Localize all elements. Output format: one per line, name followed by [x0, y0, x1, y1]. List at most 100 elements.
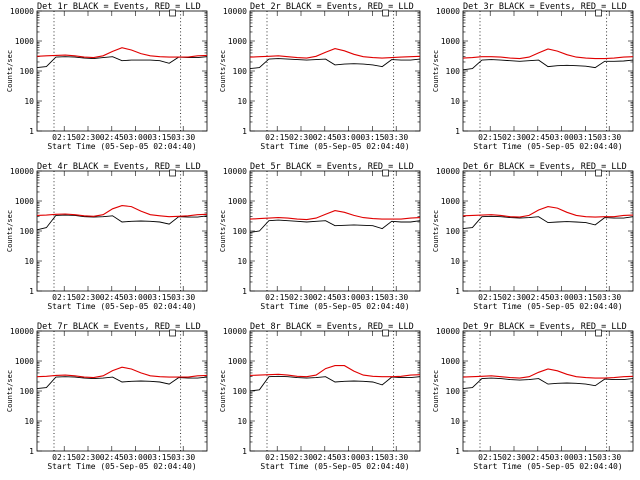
- y-tick-label: 10: [237, 97, 247, 106]
- y-tick-label: 100: [233, 67, 248, 76]
- x-tick-label: 03:00: [124, 293, 148, 302]
- y-axis-label: Counts/sec: [432, 370, 440, 412]
- y-tick-label: 10000: [10, 327, 34, 336]
- y-tick-label: 10000: [223, 7, 247, 16]
- y-tick-label: 100: [20, 227, 35, 236]
- x-tick-label: 02:30: [76, 133, 100, 142]
- panel-title: Det 2r BLACK = Events, RED = LLD: [250, 2, 414, 12]
- panel-det-8: Det 8r BLACK = Events, RED = LLD 1 10 100 10…: [219, 322, 421, 471]
- x-tick-label: 02:15: [478, 293, 502, 302]
- y-tick-label: 10: [450, 257, 460, 266]
- x-tick-label: 02:30: [289, 293, 313, 302]
- lld-rate-line: [249, 48, 421, 59]
- marker-box: [382, 169, 389, 177]
- y-axis-label: Counts/sec: [6, 370, 14, 412]
- x-tick-label: 02:30: [76, 453, 100, 462]
- y-tick-label: 1000: [15, 197, 34, 206]
- y-tick-label: 1000: [228, 37, 247, 46]
- plot-frame: [462, 330, 634, 452]
- x-tick-label: 02:30: [76, 293, 100, 302]
- events-rate-line: [462, 59, 634, 71]
- x-tick-label: 03:15: [360, 133, 384, 142]
- lld-rate-line: [36, 47, 208, 59]
- panel-det-7: Det 7r BLACK = Events, RED = LLD 1 10 100 10…: [6, 322, 208, 471]
- y-tick-label: 100: [20, 67, 35, 76]
- x-tick-label: 02:45: [313, 133, 337, 142]
- y-tick-label: 100: [446, 227, 461, 236]
- y-axis-label: Counts/sec: [432, 50, 440, 92]
- x-tick-label: 03:15: [147, 133, 171, 142]
- x-tick-label: 03:00: [124, 133, 148, 142]
- lld-rate-line: [249, 365, 421, 378]
- x-tick-label: 02:30: [502, 133, 526, 142]
- y-axis-label: Counts/sec: [219, 370, 227, 412]
- x-tick-label: 03:30: [597, 133, 621, 142]
- panel-det-4: Det 4r BLACK = Events, RED = LLD 1 10 100 10…: [6, 162, 208, 311]
- x-tick-label: 02:15: [265, 133, 289, 142]
- events-rate-line: [36, 214, 208, 231]
- events-rate-line: [249, 58, 421, 70]
- x-axis-label: Start Time (05-Sep-05 02:04:40): [47, 142, 196, 151]
- lld-rate-line: [36, 366, 208, 379]
- x-tick-label: 03:15: [573, 293, 597, 302]
- panel-title: Det 9r BLACK = Events, RED = LLD: [463, 322, 627, 332]
- x-tick-label: 02:45: [100, 293, 124, 302]
- events-rate-line: [36, 56, 208, 69]
- x-axis-label: Start Time (05-Sep-05 02:04:40): [473, 302, 622, 311]
- panel-det-9: Det 9r BLACK = Events, RED = LLD 1 10 100 10…: [432, 322, 634, 471]
- y-tick-label: 10: [450, 417, 460, 426]
- plot-frame: [36, 330, 208, 452]
- lld-rate-line: [36, 205, 208, 218]
- y-tick-label: 1000: [441, 357, 460, 366]
- events-rate-line: [462, 377, 634, 390]
- x-tick-label: 03:15: [147, 293, 171, 302]
- y-tick-label: 100: [446, 67, 461, 76]
- x-tick-label: 03:30: [384, 453, 408, 462]
- x-tick-label: 03:15: [360, 453, 384, 462]
- y-tick-label: 100: [233, 387, 248, 396]
- x-axis-label: Start Time (05-Sep-05 02:04:40): [260, 142, 409, 151]
- y-tick-label: 10: [24, 97, 34, 106]
- y-tick-label: 1000: [228, 357, 247, 366]
- y-tick-label: 1: [455, 287, 460, 296]
- x-tick-label: 02:30: [289, 133, 313, 142]
- x-tick-label: 03:30: [171, 293, 195, 302]
- x-tick-label: 03:00: [550, 453, 574, 462]
- y-tick-label: 100: [20, 387, 35, 396]
- y-tick-label: 10000: [223, 167, 247, 176]
- x-tick-label: 03:00: [550, 133, 574, 142]
- x-axis-label: Start Time (05-Sep-05 02:04:40): [47, 302, 196, 311]
- y-tick-label: 10000: [10, 7, 34, 16]
- x-tick-label: 02:15: [265, 453, 289, 462]
- plot-frame: [36, 170, 208, 292]
- x-tick-label: 02:45: [100, 133, 124, 142]
- x-tick-label: 02:30: [502, 453, 526, 462]
- y-tick-label: 1000: [15, 37, 34, 46]
- panel-title: Det 6r BLACK = Events, RED = LLD: [463, 162, 627, 172]
- plot-frame: [462, 10, 634, 132]
- marker-box: [169, 9, 176, 17]
- plot-frame: [249, 10, 421, 132]
- lld-rate-line: [462, 206, 634, 218]
- y-tick-label: 1: [29, 287, 34, 296]
- events-rate-line: [249, 219, 421, 233]
- y-tick-label: 10000: [10, 167, 34, 176]
- x-tick-label: 02:45: [313, 293, 337, 302]
- x-tick-label: 02:45: [100, 453, 124, 462]
- marker-box: [382, 9, 389, 17]
- panel-det-1: Det 1r BLACK = Events, RED = LLD 1 10 100 10…: [6, 2, 208, 151]
- x-tick-label: 03:30: [384, 293, 408, 302]
- y-axis-label: Counts/sec: [219, 50, 227, 92]
- y-tick-label: 1000: [441, 37, 460, 46]
- y-tick-label: 10: [237, 257, 247, 266]
- marker-box: [595, 329, 602, 337]
- x-tick-label: 03:15: [573, 453, 597, 462]
- y-tick-label: 10000: [223, 327, 247, 336]
- x-tick-label: 02:15: [478, 453, 502, 462]
- x-axis-label: Start Time (05-Sep-05 02:04:40): [260, 462, 409, 471]
- y-axis-label: Counts/sec: [6, 210, 14, 252]
- plot-frame: [462, 170, 634, 292]
- marker-box: [595, 9, 602, 17]
- y-tick-label: 10000: [436, 327, 460, 336]
- x-tick-label: 02:15: [52, 133, 76, 142]
